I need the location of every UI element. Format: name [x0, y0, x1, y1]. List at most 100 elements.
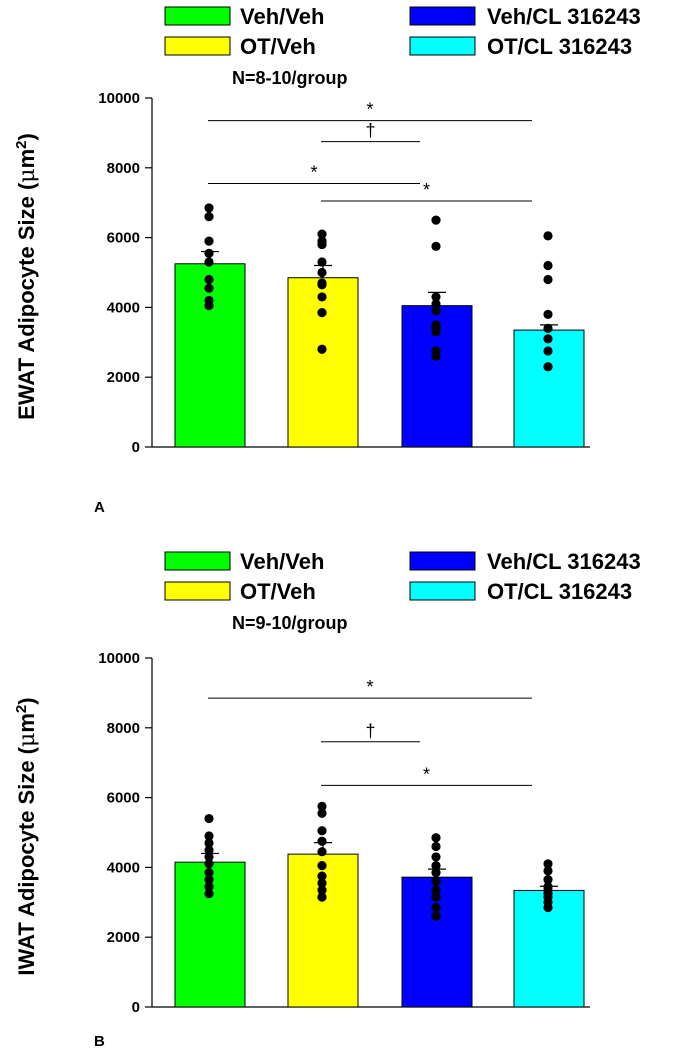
data-point [431, 861, 441, 871]
data-point [317, 292, 327, 302]
data-point [431, 885, 441, 895]
legend-swatch [409, 36, 476, 56]
legend-label: Veh/CL 316243 [487, 549, 641, 574]
data-point [543, 859, 553, 869]
data-point [204, 859, 214, 869]
data-point [543, 362, 553, 372]
data-point [317, 239, 327, 250]
data-point [431, 215, 441, 225]
y-tick-label: 0 [132, 439, 140, 456]
y-tick-label: 6000 [107, 230, 140, 247]
data-point [431, 902, 441, 913]
bar-1 [174, 263, 246, 448]
legend-swatch [164, 36, 231, 56]
data-point [431, 892, 441, 902]
data-point [543, 274, 553, 285]
data-point [204, 888, 214, 899]
significance-marker: * [366, 677, 373, 697]
data-point [431, 327, 441, 337]
y-axis-title: IWAT Adipocyte Size (μm2) [13, 697, 40, 975]
panel-label: B [94, 1033, 105, 1050]
significance-marker: † [365, 121, 375, 141]
legend-label: Veh/Veh [240, 4, 324, 29]
significance-marker: * [423, 764, 430, 784]
panel-label: A [94, 499, 105, 516]
data-point [204, 203, 214, 213]
y-tick-label: 8000 [107, 160, 140, 177]
data-point [204, 301, 214, 311]
n-label: N=8-10/group [232, 68, 348, 88]
y-tick-label: 4000 [107, 859, 140, 876]
y-tick-label: 2000 [107, 369, 140, 386]
y-tick-label: 2000 [107, 929, 140, 946]
data-point [317, 280, 327, 290]
legend-swatch [164, 551, 231, 571]
legend-label: OT/CL 316243 [487, 34, 632, 59]
data-point [204, 831, 214, 841]
data-point [543, 902, 553, 913]
legend-label: OT/Veh [240, 34, 316, 59]
legend-label: Veh/Veh [240, 549, 324, 574]
legend-swatch [409, 551, 476, 571]
y-tick-label: 10000 [98, 650, 140, 667]
data-point [431, 852, 441, 862]
data-point [204, 257, 214, 267]
data-point [317, 871, 327, 881]
data-point [431, 241, 441, 251]
data-point [431, 841, 441, 852]
data-point [204, 248, 214, 258]
legend-swatch [409, 581, 476, 601]
legend-label: OT/Veh [240, 579, 316, 604]
data-point [543, 866, 553, 876]
significance-marker: * [310, 163, 317, 183]
data-point [317, 801, 327, 811]
data-point [431, 292, 441, 302]
data-point [317, 878, 327, 888]
data-point [317, 836, 327, 846]
legend: Veh/Veh Veh/CL 316243 OT/Veh OT/CL 316243 [164, 549, 641, 604]
y-tick-label: 6000 [107, 790, 140, 807]
data-point [431, 833, 441, 843]
data-point [317, 861, 327, 871]
significance-marker: * [366, 100, 373, 120]
data-point [204, 868, 214, 878]
data-point [431, 351, 441, 361]
data-point [431, 306, 441, 316]
legend-swatch [409, 6, 476, 26]
data-point [431, 876, 441, 886]
data-point [431, 911, 441, 921]
data-point [204, 881, 214, 892]
data-point [204, 838, 214, 848]
significance-marker: † [365, 721, 375, 741]
data-point [204, 283, 214, 293]
data-point [317, 847, 327, 857]
data-point [317, 885, 327, 895]
data-point [204, 236, 214, 246]
data-point [317, 826, 327, 836]
data-point [204, 875, 214, 885]
data-point [543, 231, 553, 241]
data-point [317, 344, 327, 354]
y-tick-label: 8000 [107, 720, 140, 737]
y-axis-title: EWAT Adipocyte Size (μm2) [13, 133, 40, 420]
data-point [317, 257, 327, 267]
y-tick-label: 0 [132, 999, 140, 1016]
data-point [317, 808, 327, 818]
data-point [543, 260, 553, 271]
significance-marker: * [423, 180, 430, 200]
data-point [543, 323, 553, 333]
data-point [431, 868, 441, 878]
data-point [317, 229, 327, 239]
data-point [431, 299, 441, 309]
y-tick-label: 10000 [98, 90, 140, 107]
data-point [543, 875, 553, 885]
data-point [204, 212, 214, 222]
data-point [317, 892, 327, 902]
data-point [543, 346, 553, 356]
n-label: N=9-10/group [232, 613, 348, 633]
legend-label: Veh/CL 316243 [487, 4, 641, 29]
legend-swatch [164, 6, 231, 26]
chart-panel-a: Veh/Veh Veh/CL 316243 OT/Veh OT/CL 316243 N=… [13, 4, 641, 516]
data-point [543, 309, 553, 319]
